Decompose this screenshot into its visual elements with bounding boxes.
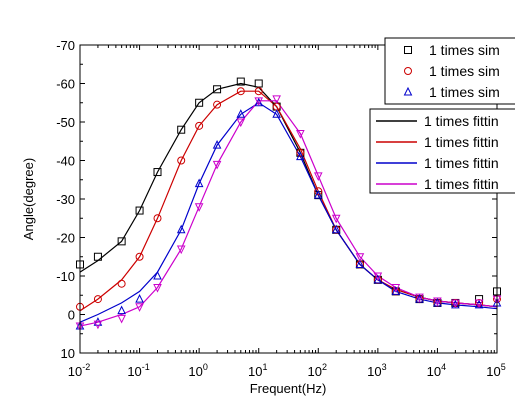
series-4-point <box>236 118 246 128</box>
series-2-point <box>177 156 186 165</box>
y-axis-title: Angle(degree) <box>21 158 36 240</box>
series-4-point <box>153 284 162 293</box>
series-1-point <box>93 252 102 261</box>
y-tick-label: -10 <box>56 269 75 284</box>
series-1-point <box>153 168 162 177</box>
series-4-point <box>212 160 222 170</box>
x-tick-label: 103 <box>367 362 386 379</box>
legend-line-item: 1 times fittin <box>376 113 499 129</box>
legend-lines: 1 times fittin 1 times fittin 1 times fitt… <box>369 108 515 194</box>
series-4-point <box>331 214 341 224</box>
series-3-point <box>176 224 186 234</box>
series-3-point <box>331 224 341 234</box>
series-4-point <box>296 130 305 139</box>
legend-line-label: 1 times fittin <box>424 155 499 171</box>
series-3-point <box>373 274 383 284</box>
series-3-point <box>135 293 144 303</box>
series-4-point <box>93 320 103 330</box>
series-4-point <box>313 172 323 182</box>
y-tick-label: -40 <box>56 154 75 169</box>
legend-marker-symbol <box>404 67 412 75</box>
x-tick-label: 105 <box>486 362 505 379</box>
series-3-point <box>93 317 103 326</box>
series-1-point <box>177 125 186 134</box>
series-2-point <box>93 295 102 304</box>
fit-line-4 <box>79 100 498 327</box>
series-4-point <box>433 297 442 307</box>
series-1-point <box>236 77 245 86</box>
series-2-point <box>236 87 245 96</box>
legend-line-label: 1 times fittin <box>424 176 499 192</box>
legend-markers-box <box>384 37 515 105</box>
series-2-point <box>314 187 323 196</box>
legend-marker-item: 1 times sim <box>403 84 500 100</box>
y-tick-label: -50 <box>56 115 75 130</box>
x-tick-label: 10-1 <box>127 362 149 379</box>
series-4-point <box>176 245 186 255</box>
y-tick-label: -70 <box>56 38 75 53</box>
series-3-point <box>212 139 222 149</box>
legend-marker-item: 1 times sim <box>404 42 500 58</box>
series-2-point <box>254 87 263 96</box>
series-4-point <box>415 293 424 303</box>
series-4-point <box>451 299 460 309</box>
x-tick-label: 102 <box>308 362 327 379</box>
legend-marker-label: 1 times sim <box>429 42 500 58</box>
series-3-point <box>313 190 323 199</box>
series-3-point <box>355 259 365 268</box>
y-tick-label: -30 <box>56 192 75 207</box>
series-4-point <box>355 253 365 262</box>
legend-marker-label: 1 times sim <box>429 84 500 100</box>
series-1-point <box>254 79 263 88</box>
fit-line-3 <box>79 102 498 323</box>
series-3-point <box>236 109 246 118</box>
series-1-point <box>117 237 126 246</box>
legend-line-item: 1 times fittin <box>376 176 499 192</box>
legend-line-item: 1 times fittin <box>376 134 499 150</box>
series-1-point <box>135 206 144 215</box>
legend-line-label: 1 times fittin <box>424 113 499 129</box>
series-4-point <box>254 97 264 106</box>
legend-markers: 1 times sim 1 times sim 1 times sim <box>384 37 515 105</box>
series-2-point <box>195 121 204 130</box>
series-2-point <box>135 252 144 261</box>
series-1-point <box>195 98 204 107</box>
x-tick-label: 104 <box>427 362 446 379</box>
series-4-point <box>373 272 383 282</box>
y-tick-label: 0 <box>68 308 75 323</box>
series-4-point <box>391 284 401 293</box>
legend-line-label: 1 times fittin <box>424 134 499 150</box>
series-1-point <box>213 85 222 94</box>
series-3-point <box>194 178 204 188</box>
series-3-point <box>272 109 281 118</box>
series-4-point <box>135 303 144 312</box>
legend-line-item: 1 times fittin <box>376 155 499 171</box>
series-4-point <box>272 95 281 105</box>
x-tick-label: 10-2 <box>68 362 90 379</box>
y-tick-label: -20 <box>56 231 75 246</box>
legend-marker-label: 1 times sim <box>429 63 500 79</box>
series-4-point <box>117 314 126 324</box>
series-4-point <box>474 299 484 309</box>
x-tick-label: 101 <box>248 362 267 379</box>
x-axis-title: Frequent(Hz) <box>250 381 327 396</box>
series-4-point <box>194 203 204 212</box>
series-2-point <box>213 100 222 109</box>
series-3-point <box>153 270 162 280</box>
y-tick-label: -60 <box>56 77 75 92</box>
series-3-point <box>296 151 305 161</box>
legend-marker-symbol <box>403 86 413 96</box>
legend-marker-item: 1 times sim <box>404 63 500 79</box>
series-2-point <box>153 214 162 223</box>
series-3-point <box>391 286 401 295</box>
y-tick-label: 10 <box>61 346 75 361</box>
series-3-point <box>117 305 126 315</box>
series-2-point <box>296 148 305 157</box>
series-2-point <box>117 279 126 288</box>
legend-lines-box <box>369 108 515 194</box>
series-1-point <box>475 295 484 304</box>
x-tick-label: 100 <box>188 362 207 379</box>
legend-marker-symbol <box>404 46 412 54</box>
